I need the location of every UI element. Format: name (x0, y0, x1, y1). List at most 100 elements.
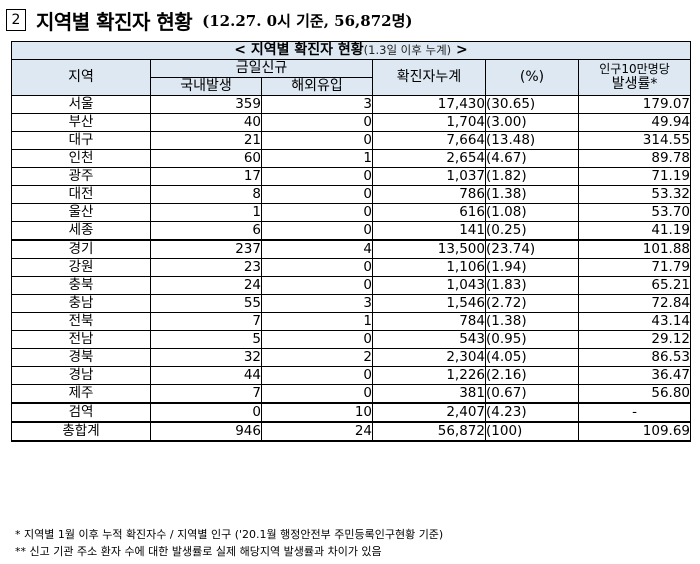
table-caption: < 지역별 확진자 현황(1.3일 이후 누계) > (10, 41, 692, 60)
cell-cumulative: 7,664 (372, 131, 486, 150)
footnotes: * 지역별 1월 이후 누적 확진자수 / 지역별 인구 ('20.1월 행정안… (15, 526, 443, 560)
table-row: 전남 5 0 543 (0.95) 29.12 (11, 330, 692, 349)
cell-percent: (1.82) (485, 167, 579, 186)
regional-cases-table: < 지역별 확진자 현황(1.3일 이후 누계) > 지역 금일신규 확진자누계… (10, 41, 692, 442)
cell-cumulative: 1,546 (372, 294, 486, 313)
cell-domestic: 17 (150, 167, 262, 186)
cell-domestic: 237 (150, 239, 262, 259)
cell-overseas: 10 (261, 402, 373, 423)
cell-rate: 41.19 (577, 221, 692, 241)
header-row-2: 국내발생 해외유입 (12, 77, 691, 96)
cell-overseas: 0 (261, 203, 373, 222)
cell-rate: 101.88 (577, 239, 692, 259)
cell-percent: (30.65) (485, 95, 579, 114)
table-body: < 지역별 확진자 현황(1.3일 이후 누계) > 지역 금일신규 확진자누계… (10, 41, 692, 442)
header-today-new: 금일신규 (150, 59, 373, 78)
cell-cumulative: 17,430 (372, 95, 486, 114)
table-row: 경북 32 2 2,304 (4.05) 86.53 (11, 348, 692, 367)
cell-overseas: 0 (261, 167, 373, 186)
cell-percent: (1.83) (485, 276, 579, 295)
cell-region: 제주 (11, 384, 151, 404)
table-row: 경남 44 0 1,226 (2.16) 36.47 (11, 366, 692, 385)
cell-cumulative: 1,704 (372, 113, 486, 132)
cell-domestic: 6 (150, 221, 262, 241)
cell-region: 전북 (11, 312, 151, 331)
cell-cumulative: 786 (372, 185, 486, 204)
total-cumulative: 56,872 (372, 421, 486, 442)
cell-domestic: 24 (150, 276, 262, 295)
cell-overseas: 0 (261, 113, 373, 132)
cell-rate: 89.78 (577, 149, 692, 168)
cell-domestic: 55 (150, 294, 262, 313)
table-row: 울산 1 0 616 (1.08) 53.70 (11, 203, 692, 222)
cell-cumulative: 2,654 (372, 149, 486, 168)
cell-cumulative: 616 (372, 203, 486, 222)
cell-domestic: 60 (150, 149, 262, 168)
cell-cumulative: 784 (372, 312, 486, 331)
cell-region: 서울 (11, 95, 151, 114)
cell-region: 전남 (11, 330, 151, 349)
cell-cumulative: 381 (372, 384, 486, 404)
cell-region: 검역 (11, 402, 151, 423)
cell-percent: (0.95) (485, 330, 579, 349)
total-row: 총합계 946 24 56,872 (100) 109.69 (11, 421, 692, 442)
section-title: 지역별 확진자 현황 (36, 9, 193, 34)
cell-region: 경남 (11, 366, 151, 385)
cell-region: 세종 (11, 221, 151, 241)
cell-overseas: 3 (261, 95, 373, 114)
total-overseas: 24 (261, 421, 373, 442)
cell-rate: 53.70 (577, 203, 692, 222)
cell-percent: (4.67) (485, 149, 579, 168)
cell-region: 강원 (11, 258, 151, 277)
footnote-1: * 지역별 1월 이후 누적 확진자수 / 지역별 인구 ('20.1월 행정안… (15, 528, 444, 541)
footnote-2: ** 신고 기관 주소 환자 수에 대한 발생률로 실제 해당지역 발생률과 차… (15, 545, 382, 558)
cell-cumulative: 1,037 (372, 167, 486, 186)
cell-overseas: 1 (261, 312, 373, 331)
header-region: 지역 (11, 59, 151, 96)
cell-overseas: 0 (261, 276, 373, 295)
caption-suffix: > (451, 42, 468, 58)
caption-main: 지역별 확진자 현황 (250, 42, 364, 58)
cell-percent: (2.16) (485, 366, 579, 385)
cell-overseas: 0 (261, 131, 373, 150)
cell-region: 충북 (11, 276, 151, 295)
cell-percent: (3.00) (485, 113, 579, 132)
cell-domestic: 0 (150, 402, 262, 423)
cell-rate: 36.47 (577, 366, 692, 385)
header-rate-line2: 발생률* (611, 76, 658, 92)
cell-domestic: 8 (150, 185, 262, 204)
cell-region: 충남 (11, 294, 151, 313)
total-percent: (100) (485, 421, 579, 442)
cell-rate: 43.14 (577, 312, 692, 331)
section-heading: 2 지역별 확진자 현황 (12.27. 0시 기준, 56,872명) (6, 5, 412, 35)
cell-overseas: 1 (261, 149, 373, 168)
cell-domestic: 7 (150, 312, 262, 331)
header-row-1: 지역 금일신규 확진자누계 (%) 인구10만명당 발생률* (11, 59, 692, 96)
cell-region: 울산 (11, 203, 151, 222)
header-domestic: 국내발생 (150, 77, 262, 96)
table-row: 대전 8 0 786 (1.38) 53.32 (11, 185, 692, 204)
cell-region: 부산 (11, 113, 151, 132)
cell-overseas: 0 (261, 366, 373, 385)
cell-region: 대전 (11, 185, 151, 204)
table-row: 충북 24 0 1,043 (1.83) 65.21 (11, 276, 692, 295)
cell-rate: 49.94 (577, 113, 692, 132)
total-domestic: 946 (150, 421, 262, 442)
cell-domestic: 40 (150, 113, 262, 132)
cell-rate: 314.55 (577, 131, 692, 150)
cell-percent: (4.23) (485, 402, 579, 423)
table-row: 제주 7 0 381 (0.67) 56.80 (11, 384, 692, 404)
cell-cumulative: 1,043 (372, 276, 486, 295)
table-row: 전북 7 1 784 (1.38) 43.14 (11, 312, 692, 331)
cell-cumulative: 2,304 (372, 348, 486, 367)
cell-rate: 179.07 (577, 95, 692, 114)
cell-percent: (0.25) (485, 221, 579, 241)
cell-region: 경북 (11, 348, 151, 367)
cell-region: 경기 (11, 239, 151, 259)
cell-percent: (13.48) (485, 131, 579, 150)
table-row: 강원 23 0 1,106 (1.94) 71.79 (11, 258, 692, 277)
cell-rate: 86.53 (577, 348, 692, 367)
cell-cumulative: 1,106 (372, 258, 486, 277)
table-row: 경기 237 4 13,500 (23.74) 101.88 (11, 239, 692, 259)
total-region: 총합계 (11, 421, 151, 442)
